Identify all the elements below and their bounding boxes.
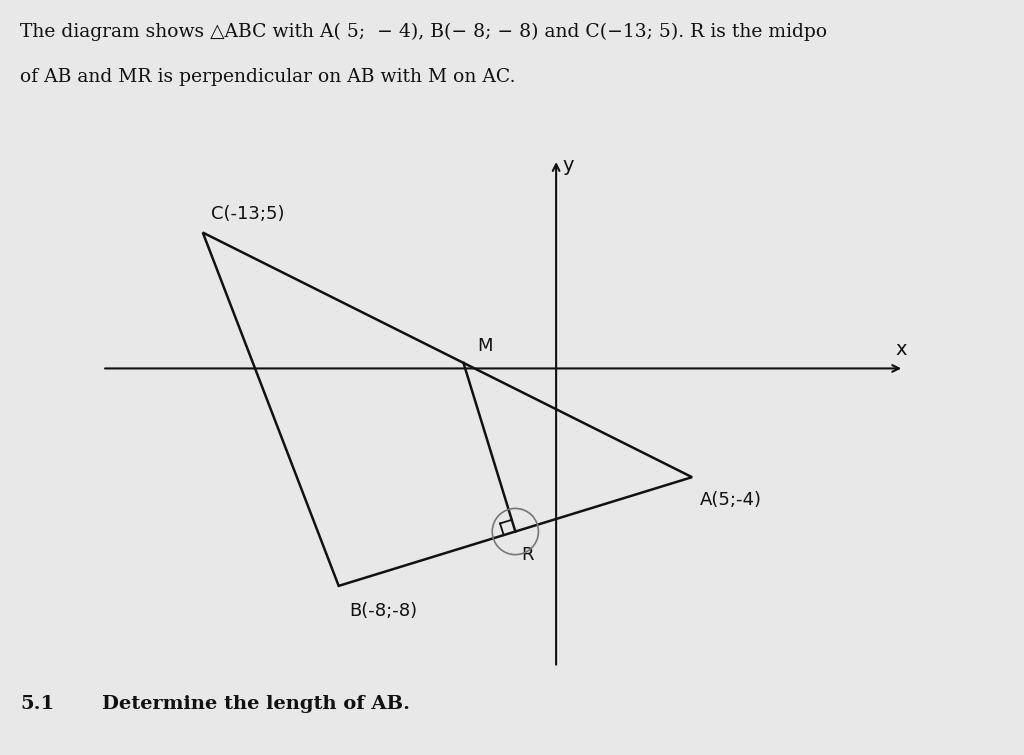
Text: The diagram shows △ABC with A( 5;  − 4), B(− 8; − 8) and C(−13; 5). R is the mid: The diagram shows △ABC with A( 5; − 4), …	[20, 23, 827, 41]
Text: A(5;-4): A(5;-4)	[700, 491, 762, 509]
Text: of AB and MR is perpendicular on AB with M on AC.: of AB and MR is perpendicular on AB with…	[20, 68, 516, 86]
Text: y: y	[563, 156, 574, 175]
Text: x: x	[895, 340, 906, 359]
Text: Determine the length of AB.: Determine the length of AB.	[102, 695, 411, 713]
Text: 5.1: 5.1	[20, 695, 54, 713]
Text: C(-13;5): C(-13;5)	[211, 205, 285, 223]
Text: M: M	[477, 337, 493, 355]
Text: R: R	[521, 547, 534, 565]
Text: B(-8;-8): B(-8;-8)	[349, 602, 418, 620]
